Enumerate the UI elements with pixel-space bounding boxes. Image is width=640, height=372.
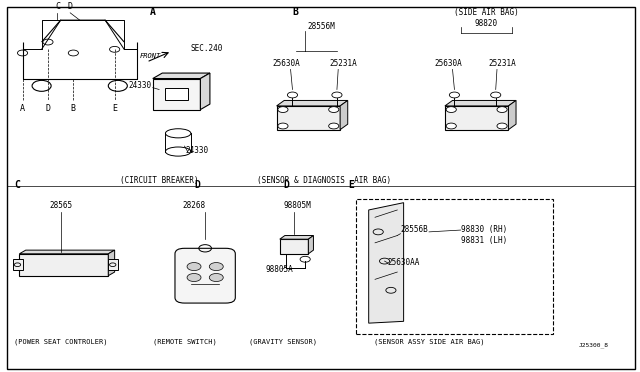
Polygon shape (19, 250, 115, 254)
Bar (166, 88, 188, 100)
Text: A: A (150, 7, 156, 17)
Text: 25630A: 25630A (272, 59, 300, 68)
Text: D: D (45, 105, 51, 113)
Text: 25231A: 25231A (330, 59, 357, 68)
Text: E: E (112, 105, 117, 113)
Polygon shape (445, 100, 516, 106)
Text: E: E (349, 180, 355, 190)
Bar (153, 78, 200, 110)
Bar (13, 259, 22, 270)
Polygon shape (200, 73, 210, 110)
Text: 25630A: 25630A (434, 59, 462, 68)
Text: 98805A: 98805A (266, 265, 294, 274)
Bar (280, 239, 308, 254)
Text: C: C (55, 2, 60, 11)
Circle shape (446, 107, 456, 112)
Polygon shape (280, 235, 314, 239)
Text: (POWER SEAT CONTROLER): (POWER SEAT CONTROLER) (14, 338, 108, 345)
Text: (CIRCUIT BREAKER): (CIRCUIT BREAKER) (120, 176, 198, 185)
Text: 25231A: 25231A (488, 59, 516, 68)
Text: 98805M: 98805M (283, 201, 311, 210)
Text: 98831 (LH): 98831 (LH) (461, 236, 507, 245)
Circle shape (209, 273, 223, 282)
Text: 28565: 28565 (49, 201, 72, 210)
Polygon shape (276, 100, 348, 106)
Text: (GRAVITY SENSOR): (GRAVITY SENSOR) (249, 338, 317, 345)
Text: SEC.240: SEC.240 (191, 44, 223, 53)
Circle shape (497, 123, 507, 129)
Text: J25300_8: J25300_8 (579, 343, 609, 349)
Circle shape (278, 123, 288, 129)
Circle shape (329, 123, 339, 129)
Circle shape (329, 107, 339, 112)
Text: D: D (68, 2, 73, 11)
Text: 28268: 28268 (182, 201, 205, 210)
Circle shape (209, 263, 223, 270)
Polygon shape (508, 100, 516, 130)
FancyBboxPatch shape (175, 248, 236, 303)
Polygon shape (369, 203, 404, 323)
Text: (SIDE AIR BAG): (SIDE AIR BAG) (454, 8, 518, 17)
Text: D: D (195, 180, 200, 190)
Circle shape (497, 107, 507, 112)
Text: 25630AA: 25630AA (388, 258, 420, 267)
Bar (276, 106, 340, 130)
Text: (SENSOR ASSY SIDE AIR BAG): (SENSOR ASSY SIDE AIR BAG) (374, 338, 484, 345)
Polygon shape (153, 73, 210, 78)
Bar (108, 259, 118, 270)
Bar (445, 106, 508, 130)
Bar (356, 199, 553, 334)
Text: A: A (20, 105, 25, 113)
Text: 24330: 24330 (129, 81, 152, 90)
Text: FRONT: FRONT (140, 54, 161, 60)
Text: B: B (292, 7, 299, 17)
Text: B: B (71, 105, 76, 113)
Text: (SENSOR & DIAGNOSIS  AIR BAG): (SENSOR & DIAGNOSIS AIR BAG) (257, 176, 391, 185)
Circle shape (278, 107, 288, 112)
Text: D: D (283, 180, 289, 190)
Polygon shape (340, 100, 348, 130)
Text: C: C (15, 180, 20, 190)
Text: 24330: 24330 (186, 147, 209, 155)
Circle shape (187, 263, 201, 270)
Text: 28556B: 28556B (401, 225, 428, 234)
Circle shape (446, 123, 456, 129)
Text: 98820: 98820 (475, 19, 498, 28)
Text: 28556M: 28556M (307, 22, 335, 31)
Text: 98830 (RH): 98830 (RH) (461, 225, 507, 234)
Bar (19, 254, 108, 276)
Circle shape (187, 273, 201, 282)
Text: (REMOTE SWITCH): (REMOTE SWITCH) (152, 338, 216, 345)
Polygon shape (108, 250, 115, 276)
Polygon shape (308, 235, 314, 254)
